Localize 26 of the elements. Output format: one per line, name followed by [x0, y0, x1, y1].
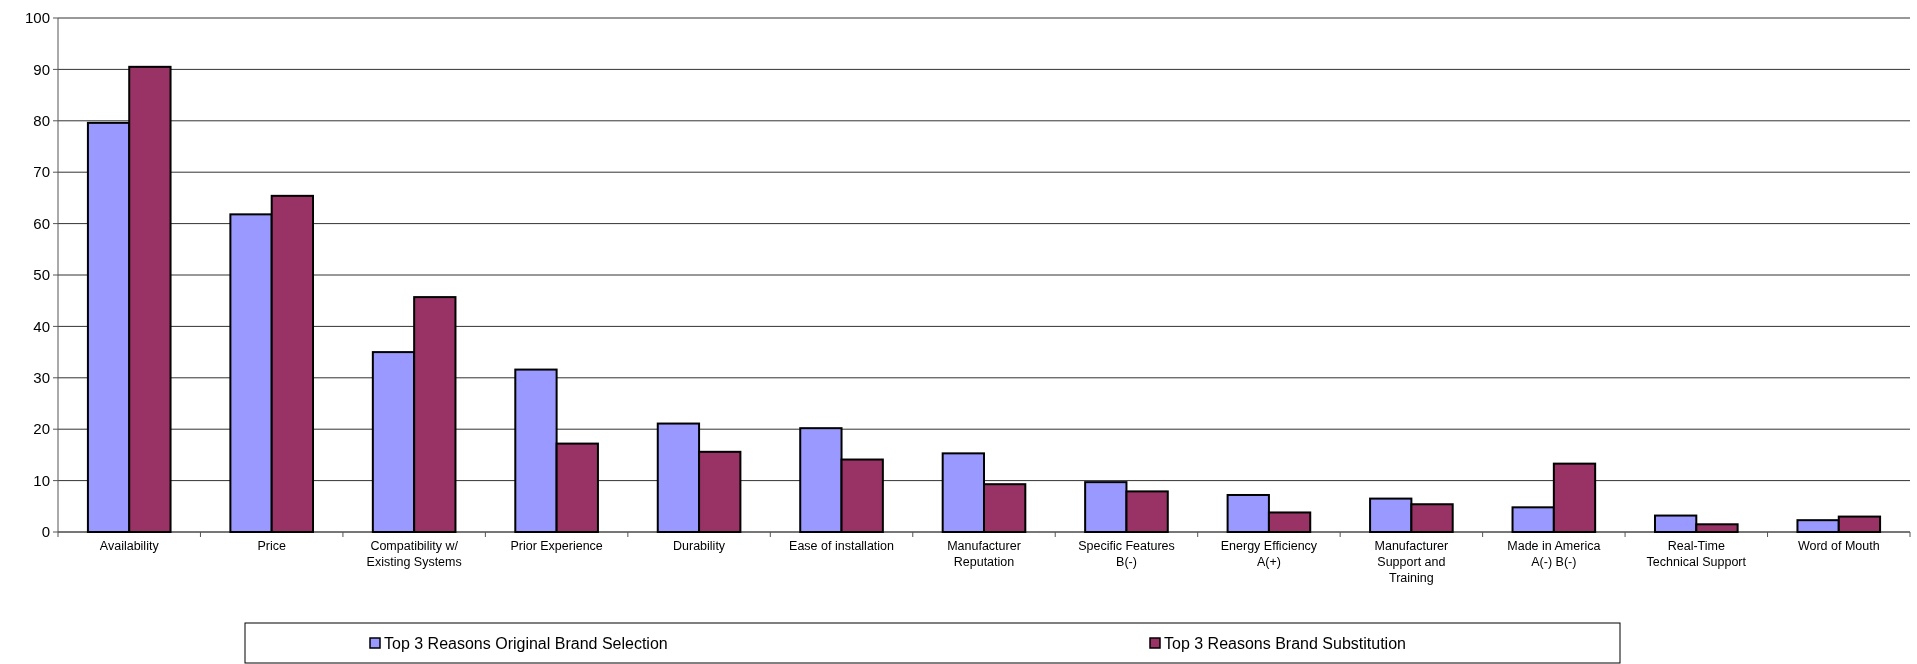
x-tick-label: Specific Features B(-)	[1078, 539, 1175, 569]
legend-label: Top 3 Reasons Brand Substitution	[1164, 634, 1406, 652]
y-tick-label: 10	[33, 471, 50, 489]
x-tick-label: Manufacturer Reputation	[947, 539, 1021, 569]
x-tick-label: Real-Time Technical Support	[1646, 539, 1747, 569]
y-tick-label: 50	[33, 266, 50, 284]
y-tick-label: 90	[33, 60, 50, 78]
y-tick-label: 40	[33, 317, 50, 335]
x-tick-label: Ease of installation	[789, 539, 895, 553]
y-tick-label: 20	[33, 420, 50, 438]
y-tick-label: 80	[33, 112, 50, 130]
y-tick-label: 70	[33, 163, 50, 181]
y-tick-label: 100	[24, 9, 50, 27]
y-tick-label: 60	[33, 214, 50, 232]
legend-label: Top 3 Reasons Original Brand Selection	[384, 634, 668, 652]
x-tick-label: Made in America A(-) B(-)	[1507, 539, 1601, 569]
x-tick-label: Price	[257, 539, 286, 553]
x-tick-label: Manufacturer Support and Training	[1374, 539, 1449, 585]
y-tick-label: 30	[33, 369, 50, 387]
x-tick-label: Availability	[99, 539, 160, 553]
x-tick-label: Prior Experience	[510, 539, 603, 553]
y-tick-label: 0	[41, 523, 50, 541]
x-tick-label: Durability	[673, 539, 726, 553]
x-tick-label: Compatibility w/ Existing Systems	[366, 539, 462, 569]
x-tick-label: Energy Efficiency A(+)	[1220, 539, 1318, 569]
x-tick-label: Word of Mouth	[1797, 539, 1880, 553]
